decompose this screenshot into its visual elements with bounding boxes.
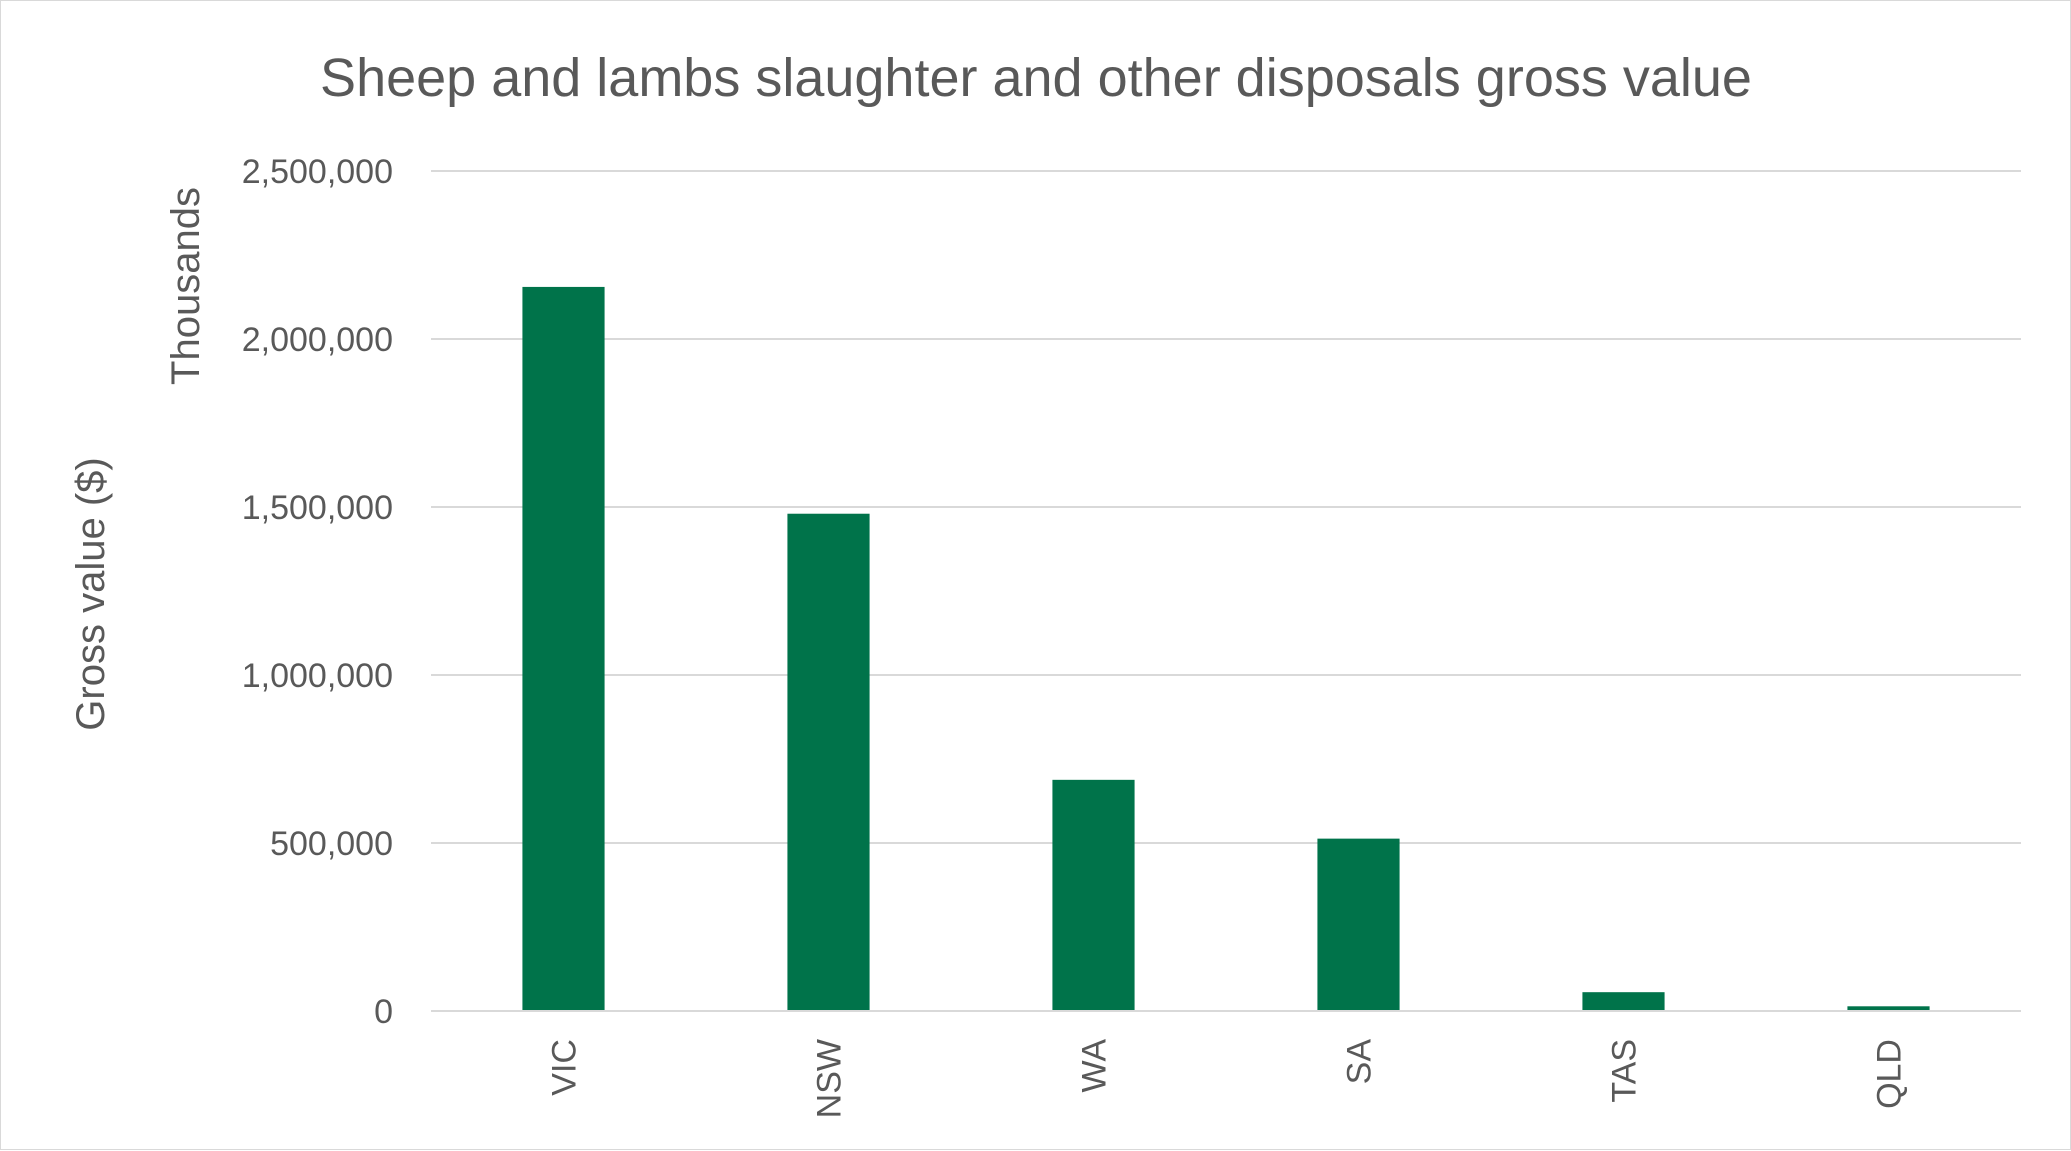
x-tick-label-qld: QLD (1871, 1039, 1909, 1109)
y-tick-label: 1,500,000 (242, 489, 393, 527)
x-tick-label-sa: SA (1341, 1039, 1379, 1085)
chart-title: Sheep and lambs slaughter and other disp… (320, 48, 1752, 108)
bar-tas (1582, 992, 1665, 1011)
y-tick-label: 2,000,000 (242, 321, 393, 359)
y-tick-label: 500,000 (270, 825, 393, 863)
bar-wa (1052, 779, 1135, 1011)
x-tick-label-tas: TAS (1606, 1039, 1644, 1103)
y-axis-unit-label: Thousands (164, 187, 208, 385)
y-tick-label: 1,000,000 (242, 657, 393, 695)
bar-vic (522, 286, 605, 1011)
bar-nsw (787, 513, 870, 1011)
y-axis-title: Gross value ($) (69, 457, 113, 730)
bar-sa (1317, 838, 1400, 1011)
x-tick-label-wa: WA (1076, 1039, 1114, 1093)
y-tick-label: 0 (374, 993, 393, 1031)
y-tick-label: 2,500,000 (242, 153, 393, 191)
bars (522, 286, 1930, 1011)
y-axis-tick-labels: 0 500,000 1,000,000 1,500,000 2,000,000 2,500… (242, 153, 393, 1031)
x-tick-label-vic: VIC (546, 1039, 584, 1096)
x-axis-tick-labels: VIC NSW WA SA TAS QLD (546, 1039, 1909, 1119)
gridlines (431, 170, 2021, 844)
bar-qld (1847, 1006, 1930, 1011)
x-tick-label-nsw: NSW (811, 1039, 849, 1118)
